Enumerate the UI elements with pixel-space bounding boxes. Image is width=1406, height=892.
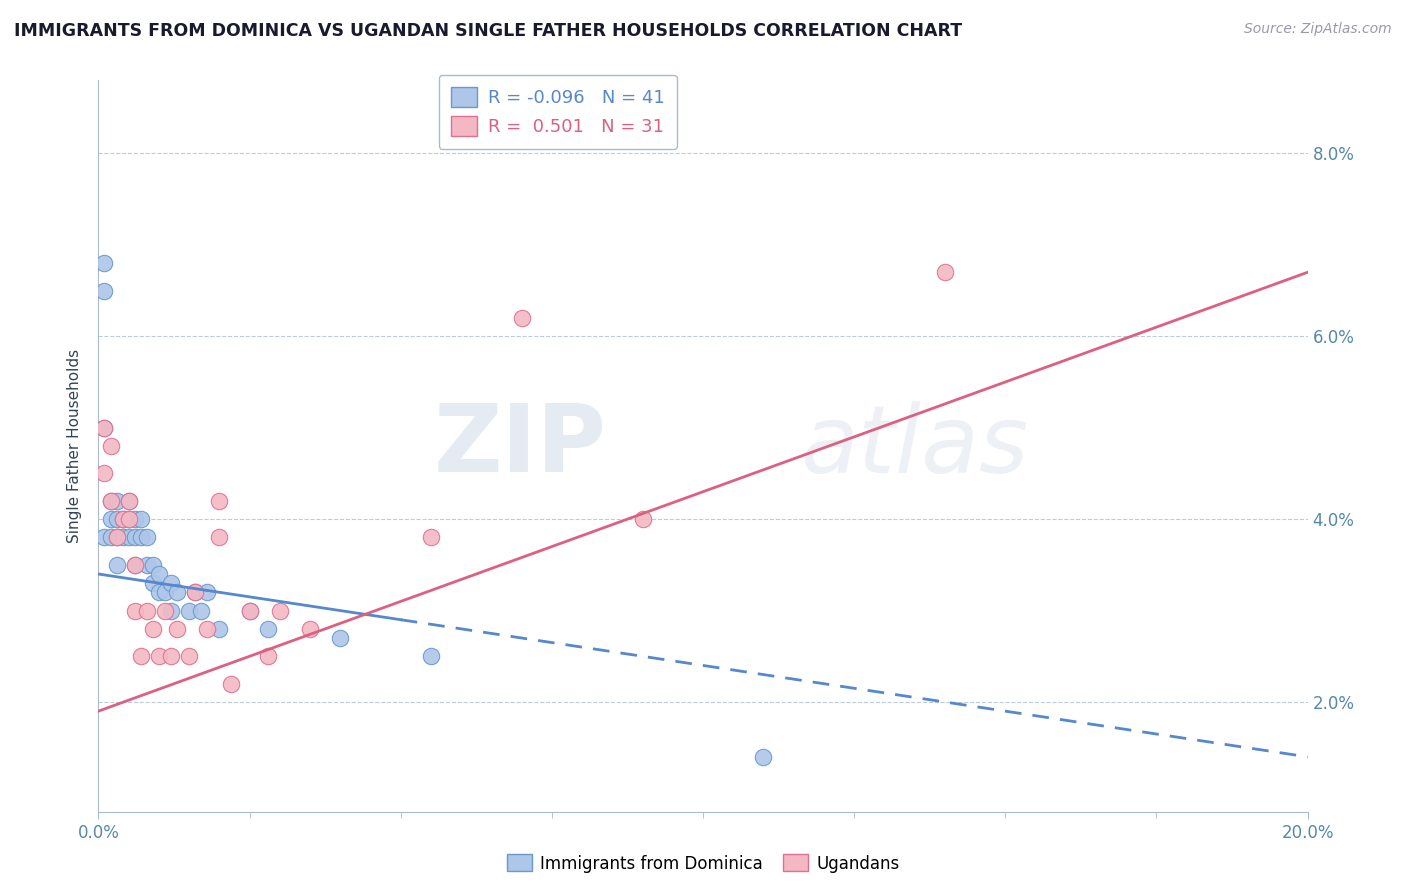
Point: [179, 649, 201, 664]
Text: Source: ZipAtlas.com: Source: ZipAtlas.com: [1244, 22, 1392, 37]
Text: atlas: atlas: [800, 401, 1028, 491]
Point: [111, 512, 134, 526]
Point: [100, 493, 122, 508]
Point: [190, 603, 212, 617]
Point: [239, 603, 262, 617]
Point: [118, 493, 141, 508]
Point: [208, 622, 231, 636]
Point: [142, 622, 165, 636]
Y-axis label: Single Father Households: Single Father Households: [67, 349, 83, 543]
Point: [256, 622, 278, 636]
Point: [124, 558, 146, 572]
Point: [329, 631, 352, 645]
Text: ZIP: ZIP: [433, 400, 606, 492]
Point: [195, 585, 218, 599]
Point: [105, 530, 128, 544]
Point: [93, 420, 115, 434]
Point: [93, 530, 115, 544]
Point: [105, 493, 128, 508]
Point: [93, 284, 115, 298]
Point: [934, 265, 956, 279]
Point: [166, 622, 188, 636]
Point: [93, 256, 115, 270]
Point: [129, 530, 152, 544]
Point: [153, 603, 176, 617]
Point: [208, 493, 231, 508]
Point: [184, 585, 207, 599]
Point: [129, 512, 152, 526]
Point: [752, 749, 775, 764]
Point: [142, 558, 165, 572]
Point: [129, 649, 152, 664]
Point: [299, 622, 322, 636]
Point: [118, 512, 141, 526]
Legend: R = -0.096   N = 41, R =  0.501   N = 31: R = -0.096 N = 41, R = 0.501 N = 31: [439, 75, 676, 149]
Point: [124, 512, 146, 526]
Text: IMMIGRANTS FROM DOMINICA VS UGANDAN SINGLE FATHER HOUSEHOLDS CORRELATION CHART: IMMIGRANTS FROM DOMINICA VS UGANDAN SING…: [14, 22, 962, 40]
Legend: Immigrants from Dominica, Ugandans: Immigrants from Dominica, Ugandans: [501, 847, 905, 880]
Point: [195, 622, 218, 636]
Point: [100, 512, 122, 526]
Point: [100, 530, 122, 544]
Point: [93, 420, 115, 434]
Point: [142, 576, 165, 591]
Point: [269, 603, 291, 617]
Point: [148, 585, 170, 599]
Point: [118, 530, 141, 544]
Point: [93, 467, 115, 481]
Point: [166, 585, 188, 599]
Point: [105, 558, 128, 572]
Point: [111, 512, 134, 526]
Point: [100, 493, 122, 508]
Point: [135, 530, 157, 544]
Point: [148, 649, 170, 664]
Point: [160, 576, 183, 591]
Point: [135, 603, 157, 617]
Point: [160, 649, 183, 664]
Point: [256, 649, 278, 664]
Point: [100, 439, 122, 453]
Point: [420, 530, 443, 544]
Point: [239, 603, 262, 617]
Point: [420, 649, 443, 664]
Point: [124, 530, 146, 544]
Point: [221, 676, 243, 690]
Point: [118, 493, 141, 508]
Point: [631, 512, 654, 526]
Point: [111, 530, 134, 544]
Point: [179, 603, 201, 617]
Point: [124, 603, 146, 617]
Point: [135, 558, 157, 572]
Point: [184, 585, 207, 599]
Point: [105, 530, 128, 544]
Point: [160, 603, 183, 617]
Point: [124, 558, 146, 572]
Point: [148, 567, 170, 582]
Point: [118, 512, 141, 526]
Point: [510, 310, 533, 325]
Point: [105, 512, 128, 526]
Point: [153, 585, 176, 599]
Point: [208, 530, 231, 544]
